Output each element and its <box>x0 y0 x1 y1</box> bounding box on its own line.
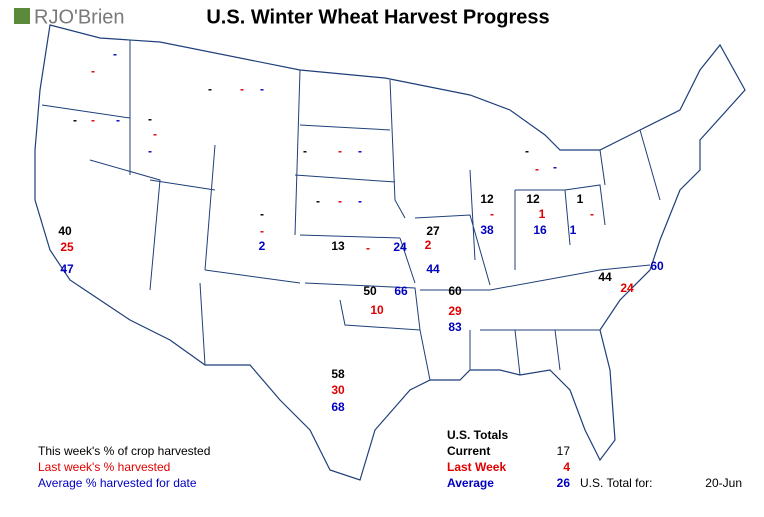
totals-date: 20-Jun <box>705 476 742 490</box>
state-last-week: - <box>366 241 370 255</box>
state-last-week: - <box>535 162 539 176</box>
state-current: 58 <box>331 367 345 381</box>
state-average: 47 <box>60 262 74 276</box>
state-current: 1 <box>577 192 584 206</box>
state-last-week: 24 <box>620 281 634 295</box>
totals-value: 17 <box>557 444 571 458</box>
state-last-week: 2 <box>425 238 432 252</box>
state-average: - <box>260 82 264 96</box>
state-borders <box>41 40 661 381</box>
legend-last-week: Last week's % harvested <box>38 460 170 474</box>
state-current: - <box>525 144 529 158</box>
state-average: 1 <box>570 223 577 237</box>
state-average: 60 <box>650 259 664 273</box>
state-last-week: 10 <box>370 303 384 317</box>
state-current: - <box>260 207 264 221</box>
state-last-week: 25 <box>60 240 74 254</box>
totals-label: Average <box>447 476 494 490</box>
state-last-week: - <box>91 64 95 78</box>
state-average: 68 <box>331 400 345 414</box>
state-average: 83 <box>448 320 462 334</box>
totals-label: Last Week <box>447 460 506 474</box>
state-average: - <box>358 144 362 158</box>
state-current: - <box>148 112 152 126</box>
state-average: - <box>113 47 117 61</box>
state-average: - <box>116 113 120 127</box>
state-current: - <box>316 194 320 208</box>
totals-title: U.S. Totals <box>447 428 508 442</box>
state-average: 38 <box>480 223 494 237</box>
state-average: 2 <box>259 239 266 253</box>
state-last-week: 1 <box>539 207 546 221</box>
totals-value: 26 <box>557 476 571 490</box>
state-last-week: - <box>590 207 594 221</box>
totals-value: 4 <box>563 460 570 474</box>
legend-current: This week's % of crop harvested <box>38 444 210 458</box>
state-current: 13 <box>331 239 345 253</box>
state-current: 50 <box>363 284 377 298</box>
state-average: 66 <box>394 284 408 298</box>
totals-date-label: U.S. Total for: <box>580 476 652 490</box>
state-last-week: - <box>153 127 157 141</box>
state-current: - <box>73 113 77 127</box>
state-current: 60 <box>448 284 462 298</box>
logo: RJO'Brien <box>34 6 125 28</box>
state-last-week: - <box>91 113 95 127</box>
state-average: 44 <box>426 262 440 276</box>
legend-average: Average % harvested for date <box>38 476 197 490</box>
state-last-week: - <box>338 144 342 158</box>
state-last-week: - <box>338 194 342 208</box>
state-last-week: - <box>490 207 494 221</box>
state-current: - <box>303 144 307 158</box>
state-current: - <box>208 82 212 96</box>
state-last-week: - <box>260 224 264 238</box>
totals-label: Current <box>447 444 490 458</box>
state-average: - <box>358 194 362 208</box>
state-last-week: - <box>240 82 244 96</box>
state-last-week: 30 <box>331 383 345 397</box>
state-last-week: 29 <box>448 304 462 318</box>
state-average: 16 <box>533 223 547 237</box>
state-current: 44 <box>598 270 612 284</box>
state-current: 12 <box>526 192 540 206</box>
state-current: 12 <box>480 192 494 206</box>
state-average: 24 <box>393 240 407 254</box>
title: U.S. Winter Wheat Harvest Progress <box>206 6 549 28</box>
state-average: - <box>148 144 152 158</box>
state-current: 40 <box>58 224 72 238</box>
state-average: - <box>553 160 557 174</box>
state-current: 27 <box>426 224 440 238</box>
logo-icon <box>14 8 30 24</box>
us-outline <box>34 24 746 481</box>
